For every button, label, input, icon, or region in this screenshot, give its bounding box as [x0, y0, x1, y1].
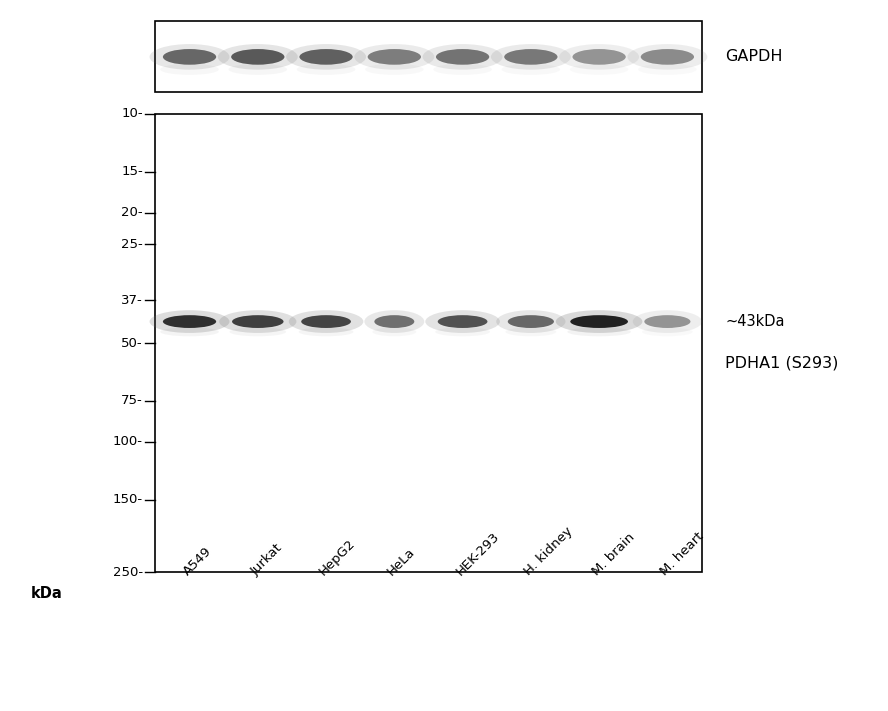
Ellipse shape	[504, 49, 558, 65]
Text: GAPDH: GAPDH	[725, 49, 783, 65]
Ellipse shape	[570, 64, 629, 75]
Text: M. heart: M. heart	[658, 530, 707, 578]
Ellipse shape	[628, 44, 708, 70]
Text: 37-: 37-	[122, 294, 143, 306]
Ellipse shape	[433, 64, 492, 75]
Text: ~43kDa: ~43kDa	[725, 314, 785, 329]
Ellipse shape	[508, 315, 554, 328]
Ellipse shape	[301, 315, 351, 328]
Ellipse shape	[372, 327, 416, 336]
Text: 150-: 150-	[113, 493, 143, 506]
Ellipse shape	[496, 310, 566, 333]
Ellipse shape	[435, 327, 490, 336]
Ellipse shape	[354, 44, 434, 70]
Text: kDa: kDa	[31, 586, 63, 602]
Text: 100-: 100-	[113, 435, 143, 449]
Ellipse shape	[638, 64, 697, 75]
Ellipse shape	[218, 44, 297, 70]
Ellipse shape	[160, 327, 218, 336]
Ellipse shape	[438, 315, 488, 328]
Ellipse shape	[423, 44, 503, 70]
Text: HepG2: HepG2	[317, 537, 358, 578]
Ellipse shape	[297, 64, 355, 75]
Text: 75-: 75-	[122, 395, 143, 407]
Text: 50-: 50-	[122, 336, 143, 350]
Ellipse shape	[364, 310, 424, 333]
Ellipse shape	[645, 315, 691, 328]
Ellipse shape	[425, 310, 500, 333]
Ellipse shape	[573, 49, 626, 65]
Ellipse shape	[298, 327, 353, 336]
Ellipse shape	[231, 49, 284, 65]
Ellipse shape	[375, 315, 415, 328]
Text: 25-: 25-	[122, 237, 143, 251]
Ellipse shape	[365, 64, 424, 75]
Ellipse shape	[556, 310, 642, 333]
Ellipse shape	[502, 64, 560, 75]
Ellipse shape	[633, 310, 702, 333]
Ellipse shape	[505, 327, 556, 336]
Ellipse shape	[567, 327, 630, 336]
Ellipse shape	[570, 315, 628, 328]
Text: Jurkat: Jurkat	[249, 542, 285, 578]
Ellipse shape	[232, 315, 283, 328]
Ellipse shape	[299, 49, 353, 65]
Ellipse shape	[219, 310, 297, 333]
Ellipse shape	[641, 49, 694, 65]
Ellipse shape	[642, 327, 693, 336]
Ellipse shape	[436, 49, 489, 65]
Ellipse shape	[228, 64, 287, 75]
Text: A549: A549	[180, 545, 214, 578]
Ellipse shape	[368, 49, 421, 65]
Ellipse shape	[149, 44, 229, 70]
FancyBboxPatch shape	[155, 114, 702, 572]
Ellipse shape	[289, 310, 363, 333]
Ellipse shape	[163, 315, 216, 328]
Text: M. brain: M. brain	[590, 530, 638, 578]
FancyBboxPatch shape	[155, 21, 702, 92]
Text: HEK-293: HEK-293	[454, 530, 502, 578]
Text: 250-: 250-	[113, 566, 143, 579]
Text: PDHA1 (S293): PDHA1 (S293)	[725, 355, 839, 370]
Text: 15-: 15-	[122, 165, 143, 178]
Ellipse shape	[149, 310, 229, 333]
Text: 20-: 20-	[122, 206, 143, 219]
Ellipse shape	[163, 49, 216, 65]
Ellipse shape	[160, 64, 218, 75]
Text: H. kidney: H. kidney	[521, 525, 575, 578]
Text: 10-: 10-	[122, 107, 143, 120]
Ellipse shape	[229, 327, 286, 336]
Ellipse shape	[286, 44, 366, 70]
Text: HeLa: HeLa	[385, 545, 418, 578]
Ellipse shape	[491, 44, 571, 70]
Ellipse shape	[559, 44, 639, 70]
